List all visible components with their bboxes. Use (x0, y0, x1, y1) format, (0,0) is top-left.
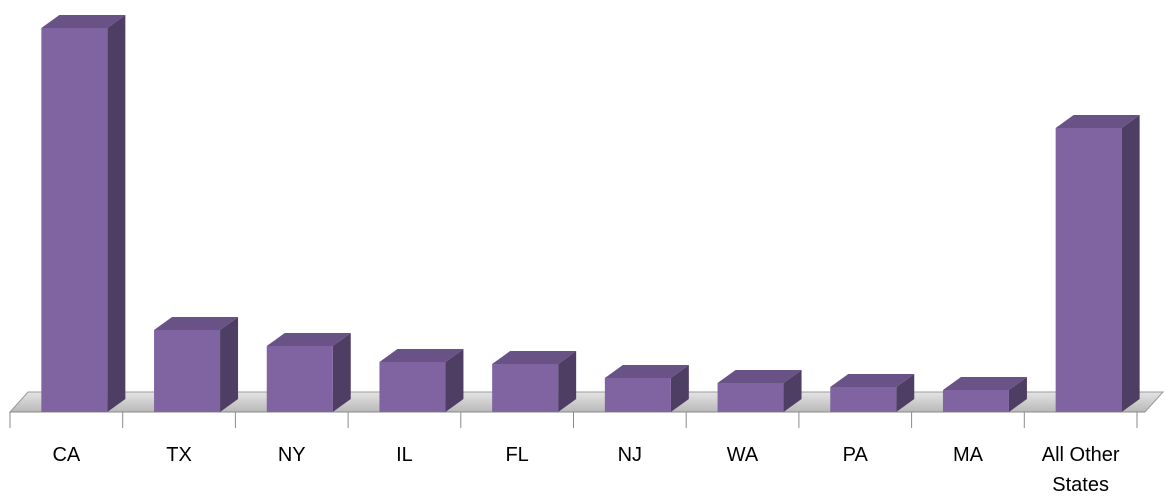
bar-side (670, 365, 689, 412)
bar-front (830, 387, 897, 412)
x-tick-label: WA (726, 444, 759, 466)
x-tick-label: FL (505, 444, 529, 466)
bar-top (492, 351, 577, 364)
bar-top (942, 377, 1027, 390)
bar-top (379, 349, 464, 362)
bar-side (445, 349, 464, 412)
bar-top (830, 374, 915, 387)
bar (942, 377, 1027, 412)
x-tick-label: CA (52, 444, 81, 466)
x-tick-label: MA (952, 444, 983, 466)
bar-front (41, 28, 108, 412)
bar (266, 333, 351, 412)
bar-side (558, 351, 577, 412)
bar-front (1055, 128, 1122, 412)
bar (830, 374, 915, 412)
bar-front (604, 378, 671, 412)
x-tick-label: TX (166, 444, 192, 466)
bar-top (41, 15, 126, 28)
bar-front (266, 346, 333, 412)
bar (492, 351, 577, 412)
bar-side (1008, 377, 1027, 412)
bar-top (604, 365, 689, 378)
bar-front (154, 330, 221, 412)
bar (154, 317, 239, 412)
bar-side (1121, 115, 1140, 412)
bar-top (154, 317, 239, 330)
bar-top (266, 333, 351, 346)
bar-front (379, 362, 446, 412)
bar-front (942, 390, 1009, 412)
bar-top (1055, 115, 1140, 128)
bar-side (220, 317, 239, 412)
bar (1055, 115, 1140, 412)
bar-side (783, 370, 802, 412)
bar-side (107, 15, 126, 412)
bar-top (717, 370, 802, 383)
bar (41, 15, 126, 412)
bar-front (717, 383, 784, 412)
bar (379, 349, 464, 412)
bar-front (492, 364, 559, 412)
x-tick-label: NY (277, 444, 306, 466)
x-tick-label: IL (396, 444, 413, 466)
x-tick-label: PA (842, 444, 868, 466)
bar (717, 370, 802, 412)
bar-side (332, 333, 351, 412)
x-tick-label: NJ (617, 444, 643, 466)
bar (604, 365, 689, 412)
bar-side (896, 374, 915, 412)
x-tick-label: All Other States (1041, 444, 1120, 496)
